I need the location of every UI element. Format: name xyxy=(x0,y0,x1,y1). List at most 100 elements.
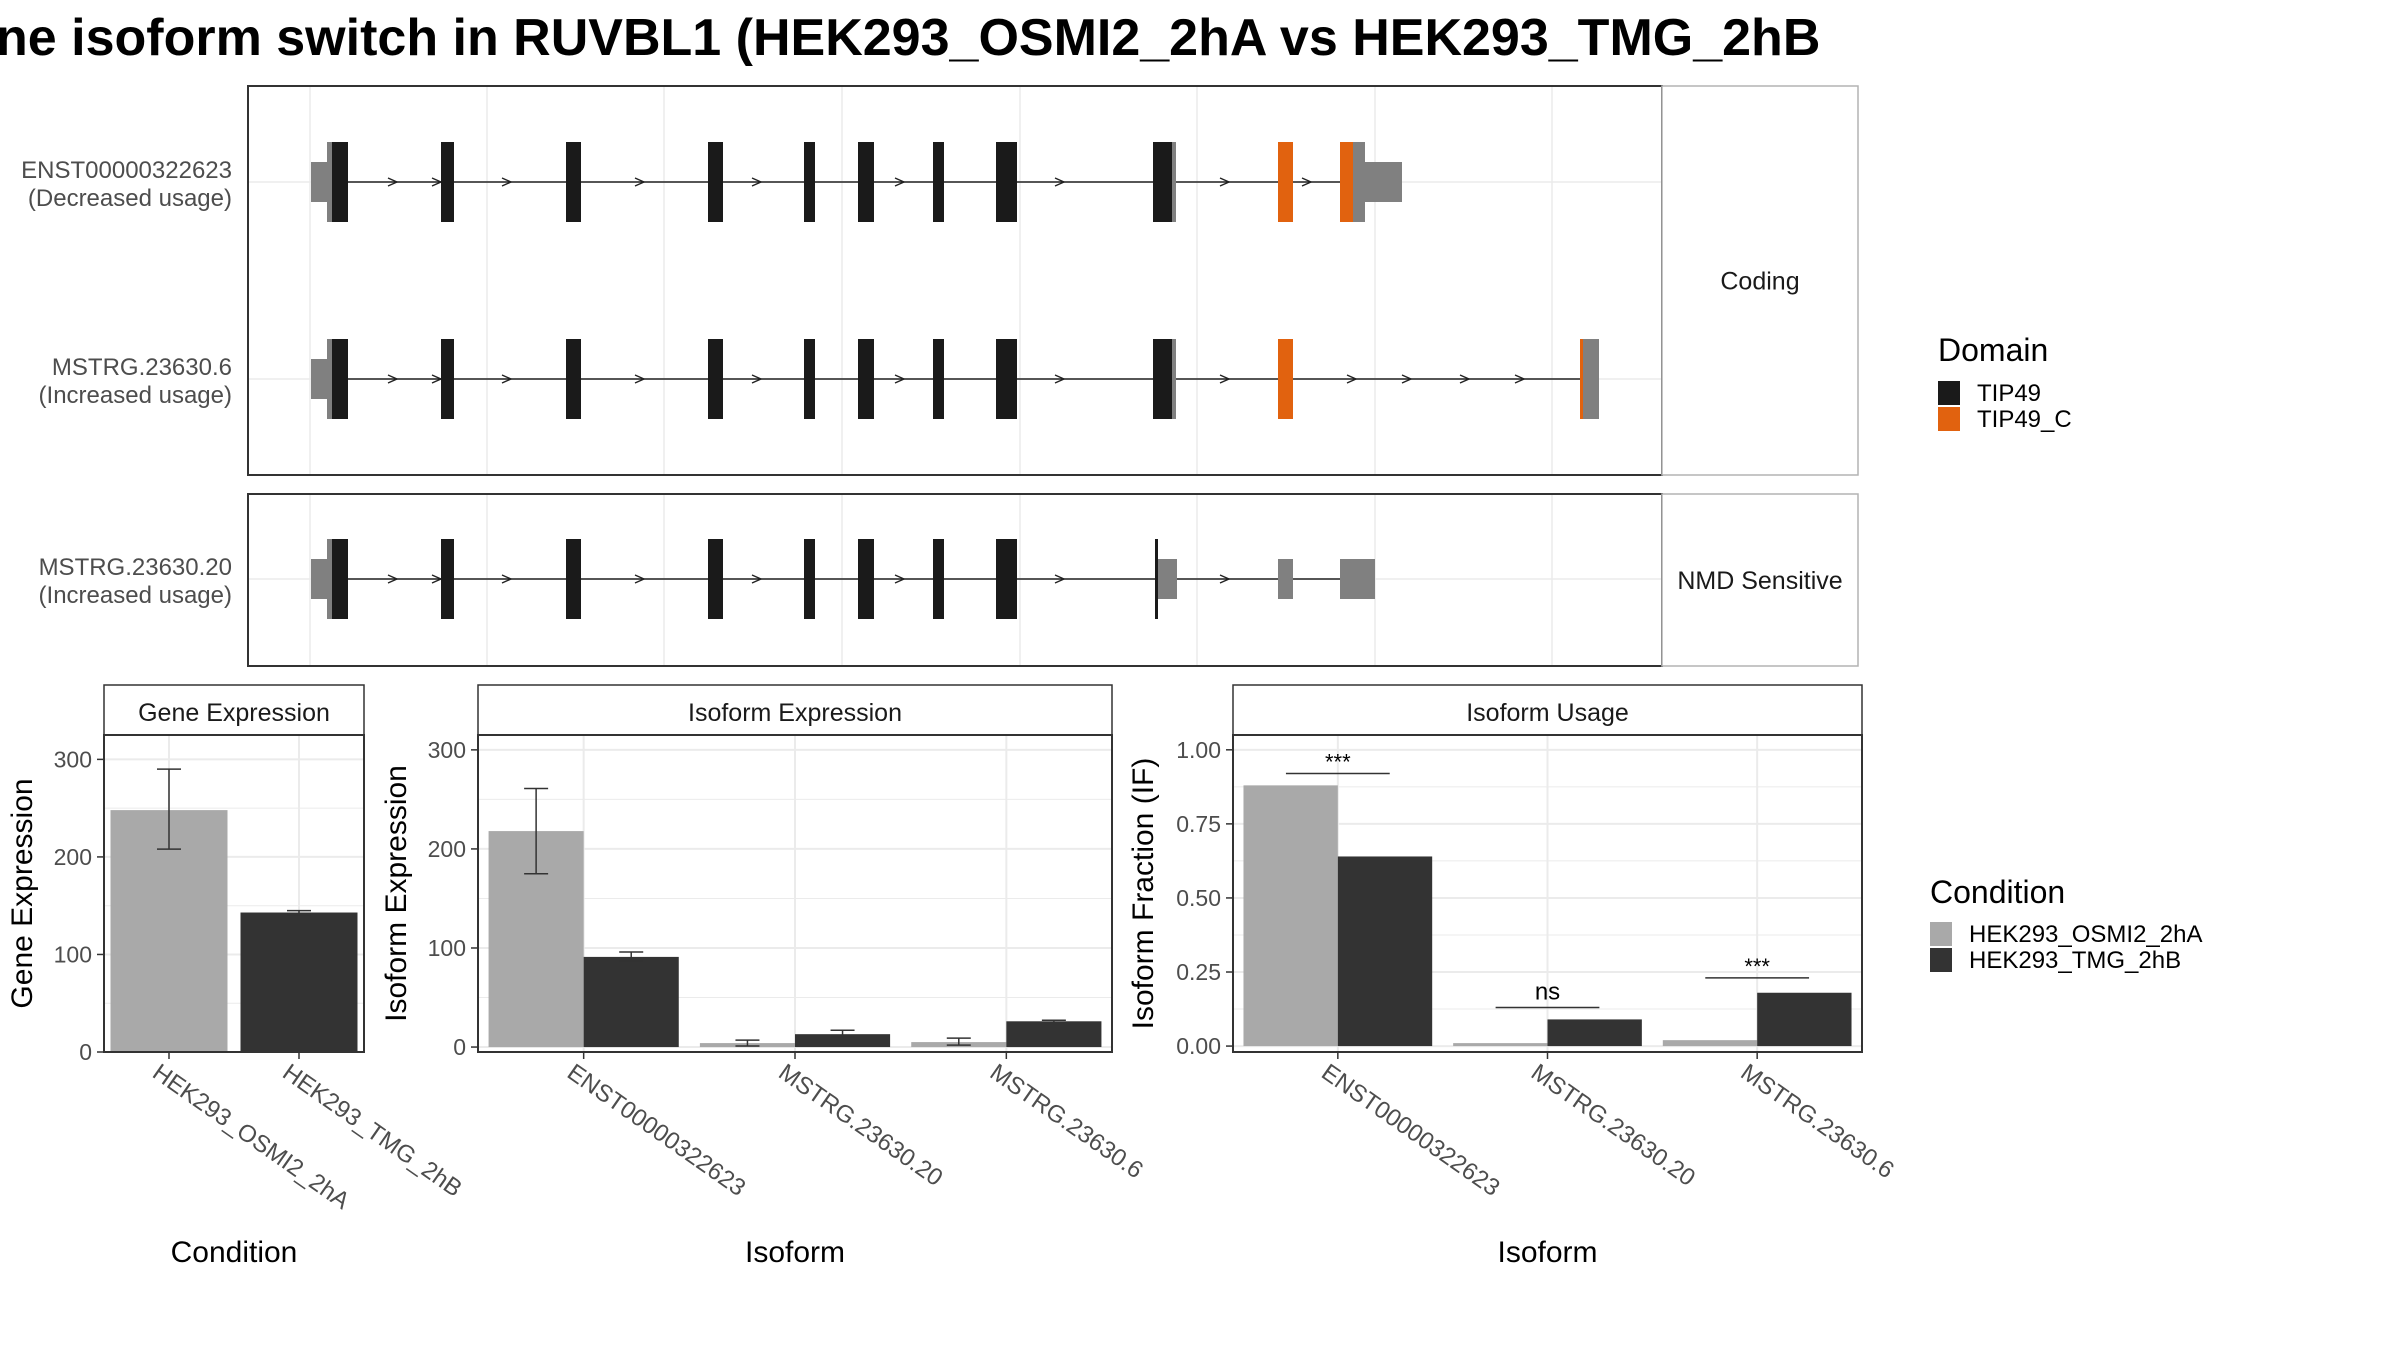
noncoding-exon xyxy=(1278,559,1293,599)
tip49c-domain-exon xyxy=(1580,339,1583,419)
legend-key xyxy=(1930,948,1952,972)
strand-arrow xyxy=(1346,374,1358,384)
y-axis-title: Gene Expression xyxy=(6,778,39,1008)
strand-arrow xyxy=(501,374,513,384)
facet-title: Isoform Usage xyxy=(1466,699,1629,727)
tip49-domain-exon xyxy=(933,539,944,619)
strand-arrow xyxy=(387,177,399,187)
tip49-domain-exon xyxy=(858,339,874,419)
y-tick-label: 100 xyxy=(428,935,466,961)
bar xyxy=(110,810,228,1052)
tip49c-domain-exon xyxy=(1340,142,1353,222)
facet-title: Isoform Expression xyxy=(688,699,902,727)
legend-key xyxy=(1938,381,1960,405)
bar xyxy=(1757,992,1852,1047)
strand-arrow xyxy=(501,177,513,187)
strand-arrow xyxy=(501,574,513,584)
strand-arrow xyxy=(634,177,646,187)
y-tick-label: 100 xyxy=(54,941,92,967)
tip49-domain-exon xyxy=(332,539,348,619)
y-axis-title: Isoform Expression xyxy=(380,765,413,1022)
facet-strip xyxy=(477,684,1113,736)
noncoding-exon xyxy=(1365,162,1402,202)
legend-title: Domain xyxy=(1938,332,2048,368)
strand-arrow xyxy=(1054,574,1066,584)
tip49-domain-exon xyxy=(332,339,348,419)
y-tick-label: 1.00 xyxy=(1176,737,1221,763)
transcript-usage: (Increased usage) xyxy=(39,582,232,609)
strand-arrow xyxy=(634,574,646,584)
strand-arrow xyxy=(1219,374,1231,384)
x-tick-label: ENST00000322623 xyxy=(562,1059,750,1202)
strand-arrow xyxy=(1459,374,1471,384)
y-tick-label: 0.00 xyxy=(1176,1033,1221,1059)
strip-box xyxy=(1661,493,1859,667)
strand-arrow xyxy=(634,374,646,384)
facet-title: Gene Expression xyxy=(138,699,330,727)
strand-arrow xyxy=(387,374,399,384)
legend-key xyxy=(1930,922,1952,946)
legend-label: HEK293_TMG_2hB xyxy=(1969,947,2181,974)
noncoding-exon xyxy=(327,142,332,222)
y-tick-label: 0 xyxy=(453,1034,466,1060)
noncoding-exon xyxy=(1353,142,1365,222)
y-tick-label: 200 xyxy=(428,836,466,862)
tip49-domain-exon xyxy=(996,539,1017,619)
tip49-domain-exon xyxy=(996,142,1017,222)
strand-arrow xyxy=(1054,177,1066,187)
bar xyxy=(1662,1040,1758,1047)
noncoding-exon xyxy=(1172,339,1176,419)
legend-label: TIP49 xyxy=(1977,380,2041,407)
strip-label: Coding xyxy=(1720,268,1799,296)
noncoding-exon xyxy=(1172,142,1176,222)
transcript-row: ENST00000322623(Decreased usage) xyxy=(21,142,1402,222)
panel-border xyxy=(247,493,1663,667)
noncoding-exon xyxy=(1158,559,1177,599)
significance-label: ns xyxy=(1535,979,1560,1006)
tip49-domain-exon xyxy=(1153,142,1172,222)
x-tick-label: MSTRG.23630.6 xyxy=(985,1059,1148,1184)
strand-arrow xyxy=(1401,374,1413,384)
x-tick-label: ENST00000322623 xyxy=(1316,1059,1504,1202)
tip49-domain-exon xyxy=(332,142,348,222)
bar xyxy=(1006,1021,1102,1048)
strand-arrow xyxy=(894,574,906,584)
y-axis-title: Isoform Fraction (IF) xyxy=(1127,758,1160,1030)
transcript-row: MSTRG.23630.20(Increased usage) xyxy=(39,539,1375,619)
transcript-usage: (Decreased usage) xyxy=(28,185,232,212)
y-tick-label: 200 xyxy=(54,844,92,870)
strand-arrow xyxy=(751,177,763,187)
y-tick-label: 300 xyxy=(428,737,466,763)
tip49-domain-exon xyxy=(566,339,581,419)
tip49-domain-exon xyxy=(933,339,944,419)
structure-panel-2: NMD Sensitive MSTRG.23630.20(Increased us… xyxy=(39,493,1859,667)
significance-label: *** xyxy=(1325,750,1351,775)
bar xyxy=(1243,785,1338,1047)
bar xyxy=(1547,1019,1642,1047)
y-tick-label: 0.25 xyxy=(1176,959,1221,985)
y-tick-label: 0.50 xyxy=(1176,885,1221,911)
transcript-name: MSTRG.23630.6 xyxy=(52,354,232,381)
x-tick-label: MSTRG.23630.6 xyxy=(1736,1059,1899,1184)
tip49-domain-exon xyxy=(804,539,815,619)
transcript-name: MSTRG.23630.20 xyxy=(39,554,232,581)
noncoding-exon xyxy=(311,359,327,399)
tip49c-domain-exon xyxy=(1278,142,1293,222)
tip49-domain-exon xyxy=(996,339,1017,419)
facet-strip xyxy=(103,684,365,736)
noncoding-exon xyxy=(327,339,332,419)
noncoding-exon xyxy=(1583,339,1599,419)
strand-arrow xyxy=(894,374,906,384)
x-axis-title: Condition xyxy=(171,1236,298,1269)
strand-arrow xyxy=(1219,574,1231,584)
x-axis-title: Isoform xyxy=(745,1236,845,1269)
strand-arrow xyxy=(387,574,399,584)
strip-label: NMD Sensitive xyxy=(1677,567,1842,595)
tip49c-domain-exon xyxy=(1278,339,1293,419)
tip49-domain-exon xyxy=(804,142,815,222)
tip49-domain-exon xyxy=(858,142,874,222)
tip49-domain-exon xyxy=(441,539,454,619)
bar xyxy=(1453,1043,1548,1047)
tip49-domain-exon xyxy=(708,142,723,222)
